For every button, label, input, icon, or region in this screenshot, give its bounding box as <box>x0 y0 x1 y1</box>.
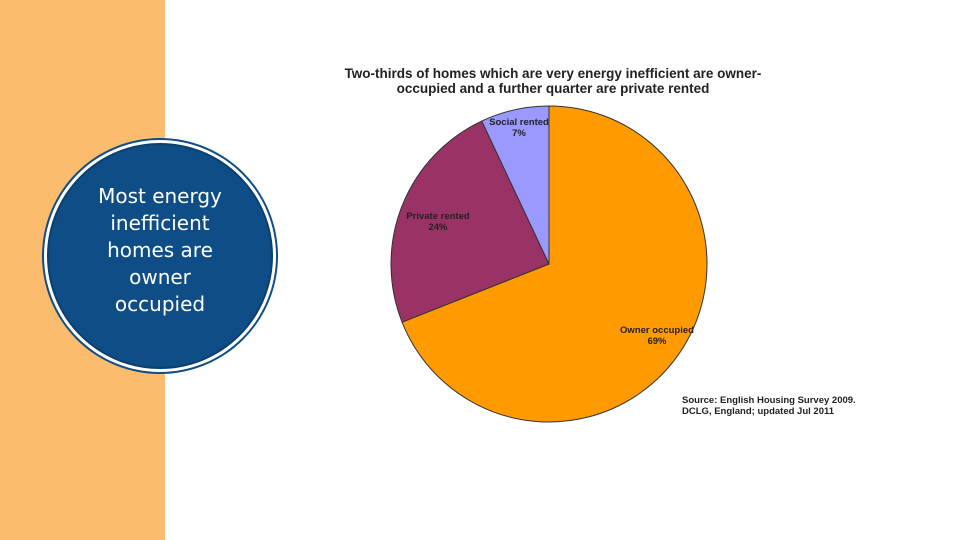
pie-slice-owner-occupied <box>401 105 708 423</box>
slice-value-label: 7% <box>512 128 526 139</box>
callout-text: Most energy inefficient homes are owner … <box>98 183 222 316</box>
pie-slice-private-rented <box>390 120 550 323</box>
chart-title-line-1: Two-thirds of homes which are very energ… <box>344 66 762 81</box>
pie-slice-social-rented <box>481 105 550 265</box>
chart-title-line-2: occupied and a further quarter are priva… <box>396 81 710 96</box>
source-line-1: Source: English Housing Survey 2009. <box>682 395 856 406</box>
chart-title: Two-thirds of homes which are very energ… <box>318 66 788 96</box>
slice-label: Private rented <box>406 211 470 222</box>
callout-badge: Most energy inefficient homes are owner … <box>47 143 273 369</box>
slice-label: Owner occupied <box>620 325 694 336</box>
source-line-2: DCLG, England; updated Jul 2011 <box>682 406 835 417</box>
slice-label: Social rented <box>489 117 549 128</box>
chart-source: Source: English Housing Survey 2009. DCL… <box>682 395 882 417</box>
slice-value-label: 69% <box>647 336 667 347</box>
slice-value-label: 24% <box>428 222 448 233</box>
